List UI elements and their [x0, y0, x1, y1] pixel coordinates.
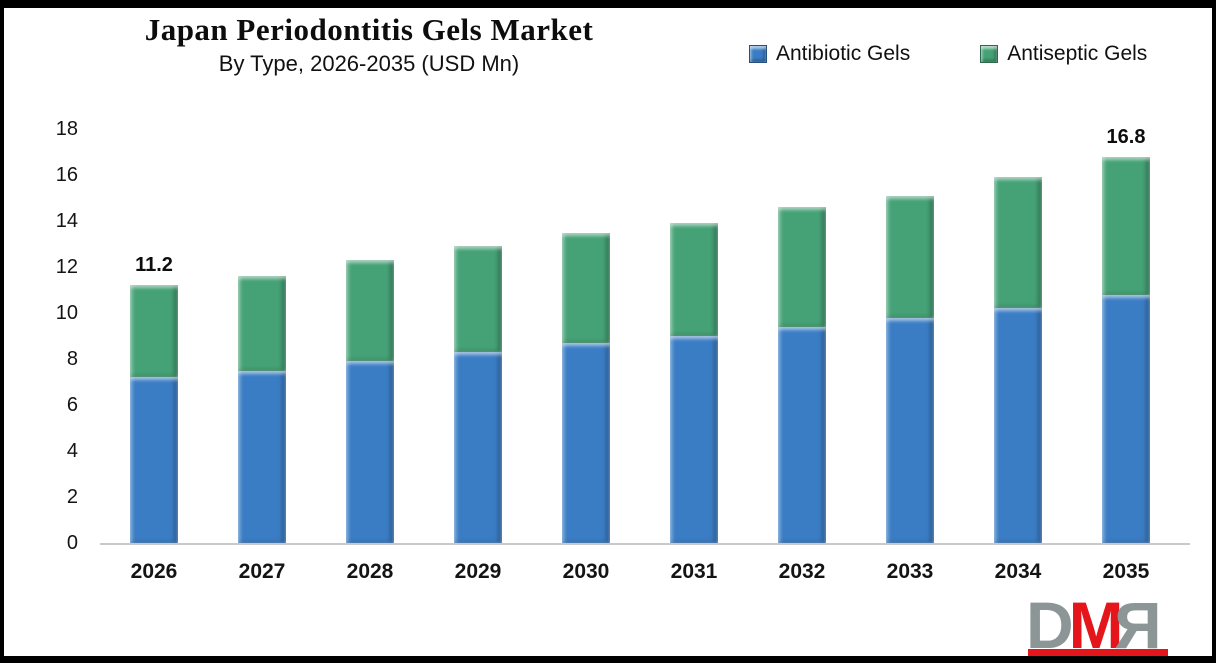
stacked-bar-2034	[994, 177, 1042, 543]
y-tick-label-6: 6	[66, 394, 78, 416]
logo-letter-d: D	[1026, 588, 1074, 656]
x-axis: 2026 2027 2028 2029 2030 2031 2032 2033 2034 2035	[100, 560, 1190, 584]
x-tick-label-2035: 2035	[1102, 560, 1150, 583]
bar-slot-2028	[316, 129, 424, 543]
logo-letter-r: R	[1118, 588, 1162, 656]
stacked-bar-2026	[130, 285, 178, 543]
antiseptic-segment-2029	[454, 246, 502, 353]
bar-slot-2035: 16.8	[1072, 125, 1180, 543]
x-tick-label-2034: 2034	[994, 560, 1042, 583]
x-tick-label-2026: 2026	[130, 560, 178, 583]
blue-square-icon	[749, 45, 767, 63]
y-tick-label-2: 2	[66, 486, 78, 508]
legend-item-antiseptic-gels: Antiseptic Gels	[980, 42, 1147, 66]
x-tick-label-2028: 2028	[346, 560, 394, 583]
y-tick-label-18: 18	[55, 118, 78, 140]
y-tick-label-14: 14	[55, 210, 78, 232]
antibiotic-segment-2029	[454, 352, 502, 543]
bar-slot-2027	[208, 129, 316, 543]
bar-slot-2029	[424, 129, 532, 543]
stacked-bar-2033	[886, 195, 934, 543]
antibiotic-segment-2027	[238, 370, 286, 543]
data-label-2026: 11.2	[135, 254, 173, 277]
antibiotic-segment-2032	[778, 326, 826, 543]
antiseptic-segment-2030	[562, 232, 610, 343]
y-tick-label-0: 0	[66, 532, 78, 554]
legend-label-antiseptic: Antiseptic Gels	[1007, 42, 1148, 65]
antiseptic-segment-2032	[778, 207, 826, 327]
stacked-bar-2035	[1102, 156, 1150, 543]
antibiotic-segment-2026	[130, 377, 178, 543]
legend: Antibiotic Gels Antiseptic Gels	[749, 42, 1147, 66]
bar-slot-2033	[856, 129, 964, 543]
data-label-2035: 16.8	[1106, 125, 1146, 148]
y-tick-label-16: 16	[55, 164, 78, 186]
antibiotic-segment-2030	[562, 342, 610, 543]
y-tick-label-12: 12	[55, 256, 78, 278]
x-tick-label-2027: 2027	[238, 560, 286, 583]
title-block: Japan Periodontitis Gels Market By Type,…	[84, 12, 654, 78]
bar-slots: 11.2 16.8	[100, 125, 1190, 543]
x-tick-label-2031: 2031	[670, 560, 718, 583]
y-tick-label-4: 4	[66, 440, 78, 462]
x-tick-label-2030: 2030	[562, 560, 610, 583]
x-tick-label-2029: 2029	[454, 560, 502, 583]
antiseptic-segment-2026	[130, 285, 178, 378]
legend-item-antibiotic-gels: Antibiotic Gels	[749, 42, 910, 66]
stacked-bar-2027	[238, 276, 286, 543]
plot-area: 11.2 16.8	[100, 125, 1190, 545]
antibiotic-segment-2034	[994, 308, 1042, 543]
stacked-bar-2032	[778, 207, 826, 543]
stacked-bar-2031	[670, 223, 718, 543]
antiseptic-segment-2027	[238, 276, 286, 371]
antiseptic-segment-2031	[670, 223, 718, 336]
bar-slot-2034	[964, 129, 1072, 543]
bar-slot-2026: 11.2	[100, 129, 208, 543]
x-tick-label-2033: 2033	[886, 560, 934, 583]
logo-red-bar	[1028, 649, 1168, 656]
stacked-bar-2029	[454, 246, 502, 543]
dmr-logo-letters: D M R	[1026, 588, 1162, 656]
bar-slot-2030	[532, 129, 640, 543]
antiseptic-segment-2033	[886, 195, 934, 318]
antibiotic-segment-2028	[346, 361, 394, 543]
antibiotic-segment-2031	[670, 336, 718, 543]
y-tick-label-10: 10	[55, 302, 78, 324]
stacked-bar-2030	[562, 232, 610, 543]
y-tick-label-8: 8	[66, 348, 78, 370]
x-tick-label-2032: 2032	[778, 560, 826, 583]
legend-label-antibiotic: Antibiotic Gels	[776, 42, 911, 65]
dmr-logo: D M R	[1022, 588, 1212, 656]
chart-canvas: Japan Periodontitis Gels Market By Type,…	[4, 8, 1212, 656]
chart-subtitle: By Type, 2026-2035 (USD Mn)	[218, 51, 520, 76]
logo-letter-m: M	[1068, 588, 1124, 656]
chart-title: Japan Periodontitis Gels Market	[144, 12, 594, 47]
antiseptic-segment-2035	[1102, 156, 1150, 295]
y-axis: 0 2 4 6 8 10 12 14 16 18	[4, 118, 78, 554]
bar-slot-2031	[640, 129, 748, 543]
green-square-icon	[980, 45, 999, 63]
bar-slot-2032	[748, 129, 856, 543]
antibiotic-segment-2033	[886, 317, 934, 543]
stacked-bar-2028	[346, 260, 394, 543]
antiseptic-segment-2034	[994, 177, 1042, 309]
antiseptic-segment-2028	[346, 260, 394, 362]
antibiotic-segment-2035	[1102, 294, 1150, 543]
